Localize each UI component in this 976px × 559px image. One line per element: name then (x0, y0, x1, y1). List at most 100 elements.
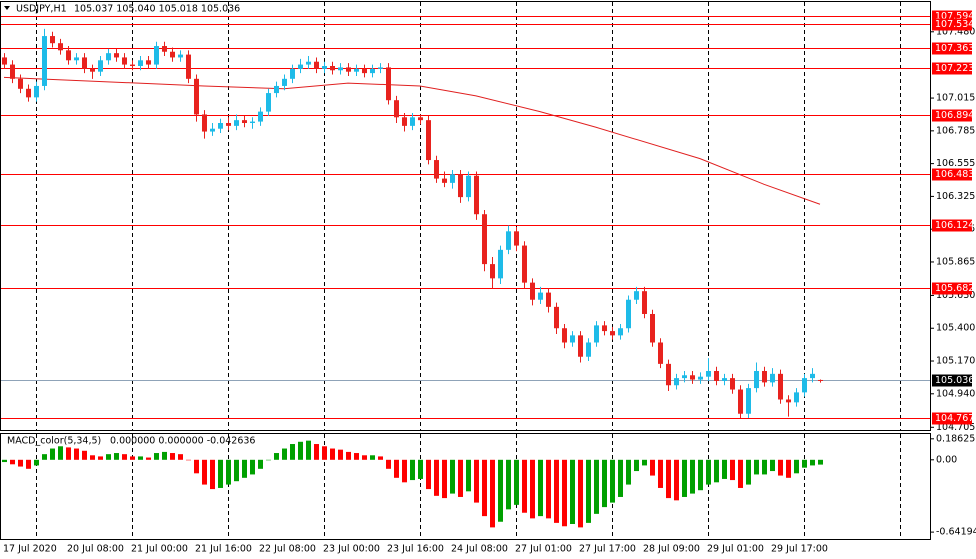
candle-body (106, 53, 111, 61)
candle-body (274, 85, 279, 94)
x-tick-label: 17 Jul 2020 (3, 544, 57, 555)
current-price-bg (932, 374, 972, 387)
macd-bar (170, 453, 175, 460)
macd-title: MACD_color(5,34,5) (7, 436, 101, 447)
macd-bar (98, 456, 103, 460)
candle-body (682, 375, 687, 379)
macd-bar (26, 459, 31, 469)
macd-bar (58, 446, 63, 460)
symbol-title: USDJPY,H1 (16, 4, 67, 15)
candle-body (98, 60, 103, 72)
candle-body (186, 54, 191, 79)
candle-body (802, 378, 807, 393)
candle-body (26, 88, 31, 98)
candle-body (594, 325, 599, 343)
candle-body (482, 214, 487, 265)
candle-body (202, 114, 207, 132)
y-tick-label: 104.705 (936, 422, 975, 433)
candle-body (770, 373, 775, 383)
macd-bar (402, 459, 407, 483)
macd-bar (474, 459, 479, 503)
candle-body (82, 57, 87, 69)
candle-body (698, 376, 703, 380)
level-label: 104.767 (935, 413, 974, 424)
macd-bar (546, 459, 551, 519)
candle-body (746, 388, 751, 414)
level-label-bg (932, 412, 972, 425)
candle-body (290, 68, 295, 79)
candle-body (754, 370, 759, 389)
macd-bar (234, 459, 239, 482)
candle-body (818, 379, 823, 381)
candle-body (514, 231, 519, 246)
candle-body (522, 245, 527, 283)
level-label: 106.894 (935, 110, 974, 121)
candle-body (170, 51, 175, 58)
y-tick-label: 105.630 (936, 290, 975, 301)
quote-readout: 105.037 105.040 105.018 105.036 (74, 4, 240, 15)
macd-bar (386, 459, 391, 469)
y-tick-label: 105.400 (936, 323, 975, 334)
candle-body (90, 68, 95, 72)
moving-average (3, 76, 821, 205)
candle-body (370, 68, 375, 74)
x-tick-label: 21 Jul 00:00 (131, 544, 188, 555)
macd-bar (154, 453, 159, 460)
candle-body (2, 57, 7, 65)
candle-body (362, 68, 367, 74)
macd-bar (690, 459, 695, 494)
macd-bar (762, 459, 767, 475)
candle-body (554, 306, 559, 329)
candle-body (434, 160, 439, 179)
x-tick-label: 29 Jul 17:00 (771, 544, 828, 555)
macd-bar (434, 459, 439, 496)
candle-body (634, 291, 639, 300)
macd-bar (42, 454, 47, 460)
candle-body (610, 331, 615, 336)
candle-body (730, 378, 735, 390)
main-pane (0, 1, 931, 431)
candle-body (298, 64, 303, 69)
candle-body (410, 117, 415, 126)
candle-body (530, 282, 535, 300)
candle-body (658, 342, 663, 364)
macd-bar (378, 456, 383, 460)
candle-body (674, 378, 679, 386)
x-tick-label: 28 Jul 09:00 (643, 544, 700, 555)
candle-body (586, 342, 591, 357)
candle-body (546, 292, 551, 307)
candle-body (466, 175, 471, 198)
candle-body (650, 313, 655, 343)
candle-body (74, 57, 79, 61)
x-tick-label: 29 Jul 01:00 (707, 544, 764, 555)
level-label: 107.594 (935, 11, 974, 22)
macd-bar (66, 447, 71, 460)
candle-body (266, 93, 271, 112)
candle-body (10, 64, 15, 79)
candle-body (538, 292, 543, 300)
macd-bar (314, 444, 319, 460)
macd-bar (194, 459, 199, 474)
macd-bar (322, 446, 327, 460)
level-label-bg (932, 219, 972, 232)
macd-bar (458, 459, 463, 497)
macd-bar (778, 459, 783, 476)
macd-bar (554, 459, 559, 523)
candle-body (114, 53, 119, 58)
macd-bar (602, 459, 607, 508)
candle-body (762, 370, 767, 383)
macd-bar (394, 459, 399, 478)
macd-bar (50, 448, 55, 460)
macd-bar (162, 451, 167, 460)
macd-bar (506, 459, 511, 510)
macd-bar (738, 459, 743, 488)
macd-readout: 0.000000 0.000000 -0.042636 (110, 436, 255, 447)
macd-y-tick-label: -0.641949 (936, 527, 976, 538)
level-label-bg (932, 282, 972, 295)
macd-bar (82, 450, 87, 460)
candle-body (578, 335, 583, 357)
x-tick-label: 20 Jul 08:00 (67, 544, 124, 555)
macd-bar (698, 459, 703, 491)
level-label-bg (932, 62, 972, 75)
